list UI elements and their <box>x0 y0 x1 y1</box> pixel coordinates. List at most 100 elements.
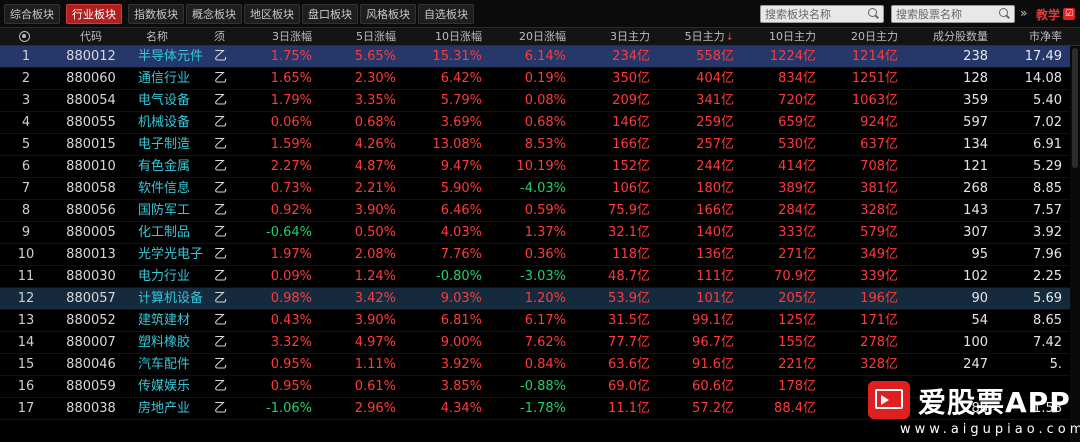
tab-2[interactable]: 指数板块 <box>128 4 184 24</box>
search-icon[interactable] <box>866 7 880 21</box>
cell-constituents: 100 <box>963 335 988 350</box>
header-constituents[interactable]: 成分股数量 <box>933 30 988 43</box>
header-code[interactable]: 代码 <box>80 30 102 43</box>
cell-name: 机械设备 <box>138 115 191 130</box>
stock-search-box[interactable] <box>891 5 1015 23</box>
cell-chg20: 10.19% <box>516 159 566 174</box>
table-row[interactable]: 17 880038 房地产业 乙 -1.06% 2.96% 4.34% -1.78% 11.1亿… <box>0 398 1080 420</box>
cell-chg3: 0.09% <box>270 269 312 284</box>
table-row[interactable]: 15 880046 汽车配件 乙 0.95% 1.11% 3.92% 0.84% 63.6亿 91… <box>0 354 1080 376</box>
cell-main10: 221亿 <box>778 357 816 372</box>
cell-chg20: 7.62% <box>524 335 566 350</box>
header-name[interactable]: 名称 <box>146 30 168 43</box>
cell-constituents: 95 <box>971 247 988 262</box>
table-row[interactable]: 16 880059 传媒娱乐 乙 0.95% 0.61% 3.85% -0.88% 69.0亿 6… <box>0 376 1080 398</box>
tab-3[interactable]: 概念板块 <box>186 4 242 24</box>
cell-chg20: 6.17% <box>524 313 566 328</box>
table-row[interactable]: 5 880015 电子制造 乙 1.59% 4.26% 13.08% 8.53% 166亿 257… <box>0 134 1080 156</box>
cell-chg5: 2.96% <box>354 401 396 416</box>
header-chg20[interactable]: 20日涨幅 <box>519 30 566 43</box>
cell-main10: 530亿 <box>778 137 816 152</box>
cell-chg10: -0.80% <box>436 269 482 284</box>
cell-chg3: 0.43% <box>270 313 312 328</box>
cell-idx: 17 <box>17 401 35 416</box>
more-tabs-button[interactable]: » <box>1020 6 1028 20</box>
table-row[interactable]: 7 880058 软件信息 乙 0.73% 2.21% 5.90% -4.03% 106亿 180… <box>0 178 1080 200</box>
table-row[interactable]: 9 880005 化工制品 乙 -0.64% 0.50% 4.03% 1.37% 32.1亿 14… <box>0 222 1080 244</box>
cell-main20: 1063亿 <box>851 93 898 108</box>
cell-chg3: 1.59% <box>270 137 312 152</box>
header-chg10[interactable]: 10日涨幅 <box>435 30 482 43</box>
tab-6[interactable]: 风格板块 <box>360 4 416 24</box>
header-main20[interactable]: 20日主力 <box>851 30 898 43</box>
cell-chg10: 15.31% <box>432 49 482 64</box>
cell-main10: 155亿 <box>778 335 816 350</box>
stock-search-input[interactable] <box>896 6 1014 22</box>
cell-pb: 5. <box>1049 357 1062 372</box>
cell-pb: 1.58 <box>1033 401 1062 416</box>
checkbox-icon[interactable]: ☑ <box>1063 8 1075 20</box>
header-pb[interactable]: 市净率 <box>1029 30 1062 43</box>
cell-chg3: 2.27% <box>270 159 312 174</box>
header-main10[interactable]: 10日主力 <box>769 30 816 43</box>
header-main5[interactable]: 5日主力↓ <box>652 28 734 45</box>
table-row[interactable]: 8 880056 国防军工 乙 0.92% 3.90% 6.46% 0.59% 75.9亿 166… <box>0 200 1080 222</box>
table-row[interactable]: 6 880010 有色金属 乙 2.27% 4.87% 9.47% 10.19% 152亿 244… <box>0 156 1080 178</box>
cell-main10: 70.9亿 <box>774 269 816 284</box>
cell-code: 880057 <box>66 291 116 306</box>
cell-code: 880052 <box>66 313 116 328</box>
cell-constituents: 88 <box>971 401 988 416</box>
cell-name: 汽车配件 <box>138 357 191 372</box>
table-row[interactable]: 14 880007 塑料橡胶 乙 3.32% 4.97% 9.00% 7.62% 77.7亿 96… <box>0 332 1080 354</box>
cell-idx: 11 <box>17 269 35 284</box>
table-row[interactable]: 2 880060 通信行业 乙 1.65% 2.30% 6.42% 0.19% 350亿 404亿… <box>0 68 1080 90</box>
cell-chg5: 4.26% <box>354 137 396 152</box>
header-truncated[interactable]: 须 <box>214 30 225 43</box>
cell-main5: 136亿 <box>696 247 734 262</box>
cell-chg20: 8.53% <box>524 137 566 152</box>
tab-7[interactable]: 自选板块 <box>418 4 474 24</box>
cell-trunc: 乙 <box>214 269 228 284</box>
cell-chg5: 3.42% <box>354 291 396 306</box>
cell-main20: 1251亿 <box>851 71 898 86</box>
cell-main3: 75.9亿 <box>608 203 650 218</box>
cell-chg20: 0.84% <box>524 357 566 372</box>
table-row[interactable]: 13 880052 建筑建材 乙 0.43% 3.90% 6.81% 6.17% 31.5亿 99… <box>0 310 1080 332</box>
tab-4[interactable]: 地区板块 <box>244 4 300 24</box>
cell-main5: 180亿 <box>696 181 734 196</box>
tab-5[interactable]: 盘口板块 <box>302 4 358 24</box>
cell-idx: 12 <box>17 291 35 306</box>
header-chg3[interactable]: 3日涨幅 <box>272 30 312 43</box>
vertical-scrollbar[interactable] <box>1070 46 1080 442</box>
header-main3[interactable]: 3日主力 <box>610 30 650 43</box>
cell-main20: 171亿 <box>860 313 898 328</box>
tab-0[interactable]: 综合板块 <box>4 4 60 24</box>
teach-link[interactable]: 教学 <box>1036 8 1061 22</box>
scrollbar-thumb[interactable] <box>1072 48 1078 168</box>
cell-chg3: 0.98% <box>270 291 312 306</box>
cell-main10: 333亿 <box>778 225 816 240</box>
sector-search-input[interactable] <box>765 6 883 22</box>
table-row[interactable]: 3 880054 电气设备 乙 1.79% 3.35% 5.79% 0.08% 209亿 341亿… <box>0 90 1080 112</box>
table-row[interactable]: 4 880055 机械设备 乙 0.06% 0.68% 3.69% 0.68% 146亿 259亿… <box>0 112 1080 134</box>
cell-idx: 2 <box>21 71 31 86</box>
cell-main10: 88.4亿 <box>774 401 816 416</box>
header-main5-label: 5日主力 <box>684 30 725 43</box>
cell-pb: 7.57 <box>1033 203 1062 218</box>
cell-main3: 32.1亿 <box>608 225 650 240</box>
table-row[interactable]: 11 880030 电力行业 乙 0.09% 1.24% -0.80% -3.03% 48.7亿… <box>0 266 1080 288</box>
cell-trunc: 乙 <box>214 159 228 174</box>
cell-idx: 16 <box>17 379 35 394</box>
cell-chg5: 3.90% <box>354 313 396 328</box>
header-chg5[interactable]: 5日涨幅 <box>356 30 396 43</box>
tab-1[interactable]: 行业板块 <box>66 4 122 24</box>
table-row[interactable]: 10 880013 光学光电子乙 1.97% 2.08% 7.76% 0.36% 118亿 13… <box>0 244 1080 266</box>
cell-name: 电气设备 <box>138 93 191 108</box>
table-row[interactable]: 1 880012 半导体元件乙 1.75% 5.65% 15.31% 6.14% 234亿 55… <box>0 46 1080 68</box>
cell-main10: 720亿 <box>778 93 816 108</box>
sector-search-box[interactable] <box>760 5 884 23</box>
table-row[interactable]: 12 880057 计算机设备乙 0.98% 3.42% 9.03% 1.20% 53.9亿 1… <box>0 288 1080 310</box>
watermark-url: www.aigupiao.com <box>900 422 1080 437</box>
settings-icon[interactable] <box>19 31 30 42</box>
search-icon[interactable] <box>997 7 1011 21</box>
